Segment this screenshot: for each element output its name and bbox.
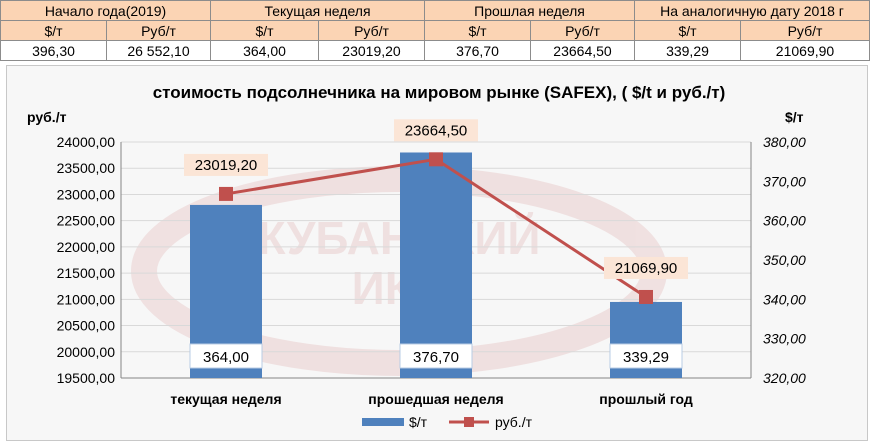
bar-label-box [399,343,473,369]
line-label-box [184,153,268,176]
y-right-tick-label: 340,00 [763,291,806,307]
group-header: На аналогичную дату 2018 г [633,0,871,21]
value-cell: 21069,90 [739,40,871,61]
summary-value-row: 396,30 26 552,10 364,00 23019,20 376,70 … [0,40,871,61]
y-right-axis-title: $/т [785,109,804,125]
value-cell: 339,29 [634,40,741,61]
y-left-tick-label: 21000,00 [57,291,116,307]
summary-group-row: Начало года(2019) Текущая неделя Прошлая… [0,0,871,21]
value-cell: 23019,20 [318,40,425,61]
unit-header: $/т [424,20,531,41]
unit-header: Руб/т [318,20,425,41]
legend-label-bar: $/т [409,414,428,430]
y-left-tick-label: 20000,00 [57,344,116,360]
group-header: Прошлая неделя [424,0,635,21]
y-left-tick-label: 19500,00 [57,370,116,386]
value-cell: 364,00 [210,40,319,61]
category-label: прошлый год [599,391,693,407]
y-left-tick-label: 21500,00 [57,265,116,281]
unit-header: $/т [210,20,319,41]
line-value-label: 23019,20 [195,157,258,174]
y-right-tick-label: 320,00 [763,370,806,386]
bar-value-label: 339,29 [623,349,669,366]
unit-header: $/т [634,20,741,41]
summary-unit-row: $/т Руб/т $/т Руб/т $/т Руб/т $/т Руб/т [0,20,871,41]
line-marker [639,289,653,304]
y-left-tick-label: 23500,00 [57,160,116,176]
line-label-box [394,119,478,142]
y-right-tick-label: 330,00 [763,331,806,347]
y-left-axis-title: руб./т [27,109,67,125]
line-marker [429,152,443,167]
line-label-box [604,256,688,279]
y-left-tick-label: 23000,00 [57,186,116,202]
category-label: текущая неделя [170,391,281,407]
legend: $/т руб./т [362,414,533,430]
value-cell: 23664,50 [530,40,635,61]
chart-area: КУБАНСКИЙ ИКЦ стоимость подсолнечника на… [6,65,868,441]
y-right-tick-label: 360,00 [763,213,806,229]
value-cell: 26 552,10 [106,40,211,61]
y-right-tick-label: 380,00 [763,134,806,150]
value-cell: 376,70 [424,40,531,61]
y-left-tick-label: 22000,00 [57,239,116,255]
line-marker [219,186,233,201]
y-left-tick-label: 20500,00 [57,318,116,334]
group-header: Начало года(2019) [0,0,211,21]
legend-swatch-bar [362,418,404,426]
unit-header: Руб/т [106,20,211,41]
y-right-tick-label: 370,00 [763,173,806,189]
bar [400,152,472,378]
summary-table: Начало года(2019) Текущая неделя Прошлая… [0,0,871,61]
price-chart: КУБАНСКИЙ ИКЦ стоимость подсолнечника на… [27,83,806,430]
bar-value-label: 364,00 [203,349,249,366]
chart-title: стоимость подсолнечника на мировом рынке… [153,83,726,102]
legend-label-line: руб./т [495,414,533,430]
watermark-line1: КУБАНСКИЙ [257,212,540,264]
value-cell: 396,30 [0,40,107,61]
line-value-label: 23664,50 [405,122,468,139]
y-left-tick-label: 24000,00 [57,134,116,150]
legend-marker [464,417,474,427]
y-right-tick-label: 350,00 [763,252,806,268]
group-header: Текущая неделя [210,0,425,21]
line-value-label: 21069,90 [615,260,678,277]
bar-value-label: 376,70 [413,349,459,366]
category-label: прошедшая неделя [368,391,503,407]
bar-label-box [189,343,263,369]
unit-header: Руб/т [739,20,871,41]
bar-label-box [609,343,683,369]
y-left-tick-label: 22500,00 [57,213,116,229]
unit-header: $/т [0,20,107,41]
unit-header: Руб/т [530,20,635,41]
